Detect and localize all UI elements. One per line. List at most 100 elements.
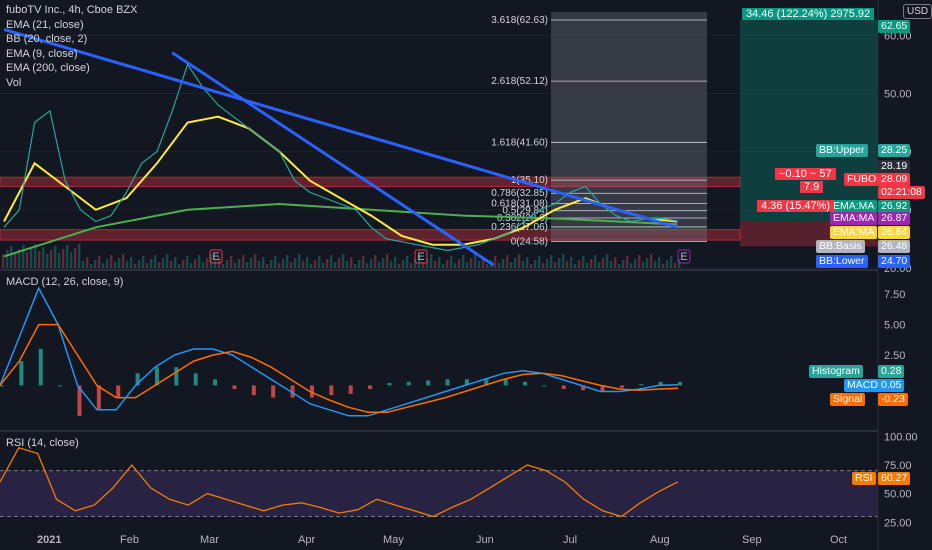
indicator-label-tag: EMA:MA (830, 200, 878, 213)
volume-bar (614, 257, 617, 268)
volume-bar (382, 258, 385, 268)
macd-histogram-bar (658, 381, 663, 386)
fib-level-label: 1.618(41.60) (491, 137, 548, 148)
volume-bar (306, 257, 309, 268)
volume-bar (234, 263, 237, 268)
macd-histogram-bar (368, 385, 373, 390)
rsi-title[interactable]: RSI (14, close) (6, 437, 79, 449)
macd-tick-label: 7.50 (884, 289, 905, 301)
macd-histogram-bar (116, 385, 121, 398)
volume-bar (534, 260, 537, 268)
volume-bar (422, 262, 425, 268)
indicator-volume[interactable]: Vol (6, 76, 22, 89)
macd-title[interactable]: MACD (12, 26, close, 9) (6, 276, 124, 288)
volume-bar (634, 259, 637, 268)
symbol-title[interactable]: fuboTV Inc., 4h, Cboe BZX (6, 4, 138, 16)
macd-histogram-bar (600, 385, 605, 392)
volume-bar (538, 256, 541, 268)
volume-bar (346, 261, 349, 268)
currency-button[interactable]: USD (903, 4, 932, 19)
volume-bar (406, 256, 409, 268)
stop-label[interactable]: 4.36 (15.47%) (757, 200, 835, 212)
volume-bar (246, 262, 249, 268)
volume-bar (190, 263, 193, 268)
macd-value-tag: -0.23 (878, 393, 908, 406)
volume-bar (466, 262, 469, 268)
volume-bar (30, 248, 33, 268)
macd-histogram-bar (329, 385, 334, 396)
rsi-pane[interactable] (0, 447, 878, 518)
volume-bar (54, 246, 57, 268)
volume-bar (350, 257, 353, 268)
volume-bar (626, 256, 629, 268)
indicator-ema9[interactable]: EMA (9, close) (6, 47, 78, 60)
long-position-tool[interactable] (740, 19, 878, 247)
trendlines[interactable] (3, 28, 678, 267)
time-axis[interactable]: 2021 Feb Mar Apr May Jun Jul Aug Sep Oct (37, 534, 847, 546)
volume-bar (258, 261, 261, 268)
indicator-bb[interactable]: BB (20, close, 2) (6, 33, 88, 45)
volume-bar (334, 262, 337, 268)
rsi-band (0, 470, 878, 517)
price-value-tag: 26.64 (878, 226, 911, 239)
volume-bar (238, 259, 241, 268)
price-value-tag: 28.25 (878, 144, 911, 157)
volume-bar (514, 258, 517, 268)
macd-pane[interactable] (0, 286, 682, 417)
macd-histogram-bar (348, 385, 353, 394)
volume-bar (678, 259, 681, 268)
volume-bar (458, 259, 461, 268)
volume-bar (118, 258, 121, 268)
price-pane[interactable]: 3.618(62.63) 2.618(52.12) 1.618(41.60) 1(35… (0, 12, 878, 269)
target-label[interactable]: 34.46 (122.24%) 2975.92 (742, 8, 875, 20)
resistance-zone (0, 229, 741, 241)
volume-bar (302, 261, 305, 268)
volume-bar (590, 259, 593, 268)
time-tick-label: Jun (476, 534, 494, 546)
rsi-tick-label: 50.00 (884, 489, 912, 501)
time-tick-label: Apr (298, 534, 315, 546)
macd-tick-label: 5.00 (884, 320, 905, 332)
volume-bar (138, 260, 141, 268)
volume-bar (554, 262, 557, 268)
macd-label-tag: Histogram (809, 365, 863, 378)
time-tick-label: Sep (742, 534, 762, 546)
volume-bar (42, 247, 45, 268)
volume-bar (610, 261, 613, 268)
volume-bar (598, 262, 601, 268)
price-axis[interactable]: 20.0030.0040.0050.0060.002.505.007.5025.… (884, 30, 918, 529)
volume-bar (70, 252, 73, 268)
indicator-label-tag: EMA:MA (830, 226, 878, 239)
volume-bar (146, 263, 149, 268)
volume-bar (450, 256, 453, 268)
macd-histogram-bar (503, 379, 508, 386)
indicator-label-tag: BB:Basis (816, 240, 865, 253)
volume-bar (58, 253, 61, 268)
volume-bar (2, 254, 5, 268)
fib-extension[interactable]: 3.618(62.63) 2.618(52.12) 1.618(41.60) 1(35… (491, 12, 707, 247)
volume-bar (354, 264, 357, 268)
rsi-tick-label: 75.00 (884, 460, 912, 472)
position-info-line1[interactable]: −0.10 ~ 57 (775, 168, 836, 180)
volume-bar (6, 250, 9, 268)
volume-bar (518, 254, 521, 268)
macd-series (0, 286, 679, 417)
indicator-ema21[interactable]: EMA (21, close) (6, 18, 84, 31)
volume-bar (38, 251, 41, 268)
macd-label-tag: Signal (830, 393, 866, 406)
volume-bar (250, 258, 253, 268)
price-tick-label: 60.00 (884, 30, 912, 42)
rsi-tick-label: 25.00 (884, 517, 912, 529)
indicator-ema200[interactable]: EMA (200, close) (6, 62, 90, 74)
volume-bar (22, 245, 25, 268)
position-info-line2[interactable]: 7.9 (800, 181, 824, 193)
volume-bar (434, 261, 437, 268)
volume-bar (574, 264, 577, 268)
volume-bar (282, 259, 285, 268)
volume-bar (266, 264, 269, 268)
volume-bar (154, 255, 157, 268)
earnings-label: E (212, 251, 219, 263)
price-value-tag: 26.87 (878, 212, 911, 225)
